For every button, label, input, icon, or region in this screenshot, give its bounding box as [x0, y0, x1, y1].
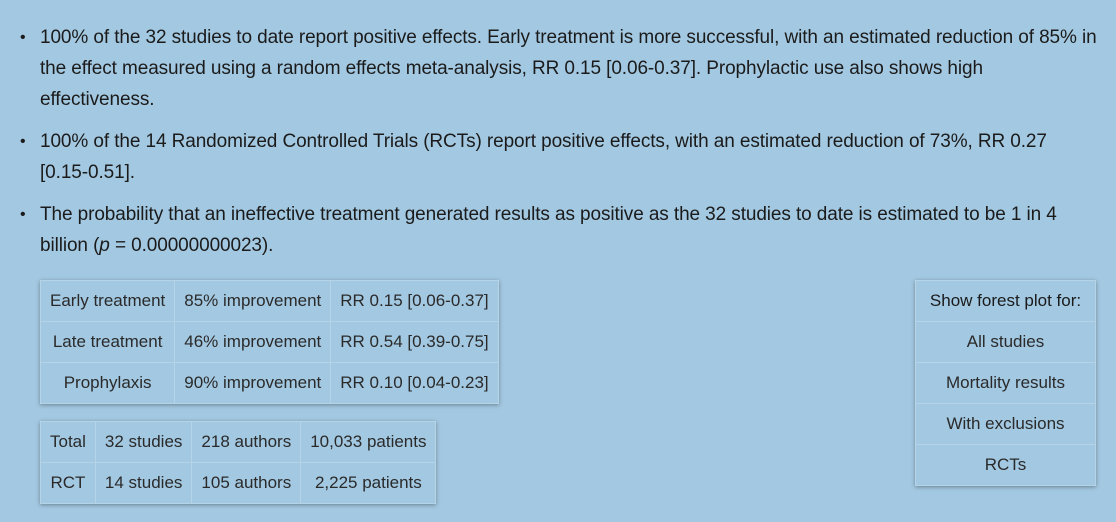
- results-table: Early treatment 85% improvement RR 0.15 …: [39, 280, 499, 404]
- table-row: RCT 14 studies 105 authors 2,225 patient…: [40, 462, 437, 504]
- bullet-icon: •: [20, 206, 26, 223]
- forest-option-mortality[interactable]: Mortality results: [915, 362, 1096, 404]
- rr-cell: RR 0.54 [0.39-0.75]: [330, 321, 499, 363]
- studies-cell: 32 studies: [94, 421, 193, 463]
- rr-cell: RR 0.10 [0.04-0.23]: [330, 362, 499, 404]
- summary-text-probability-start: The probability that an ineffective trea…: [40, 204, 1057, 256]
- summary-text-probability-end: = 0.00000000023).: [109, 235, 274, 256]
- studies-cell: 14 studies: [94, 462, 193, 504]
- table-row: Late treatment 46% improvement RR 0.54 […: [39, 321, 499, 363]
- table-row: Early treatment 85% improvement RR 0.15 …: [39, 280, 499, 322]
- authors-cell: 105 authors: [191, 462, 302, 504]
- totals-label-cell: RCT: [40, 462, 96, 504]
- stage-cell: Late treatment: [39, 321, 176, 363]
- summary-text-rcts: 100% of the 14 Randomized Controlled Tri…: [40, 131, 1047, 183]
- forest-option-all-studies[interactable]: All studies: [915, 321, 1096, 363]
- improvement-cell: 46% improvement: [174, 321, 332, 363]
- improvement-cell: 85% improvement: [174, 280, 332, 322]
- stage-cell: Early treatment: [39, 280, 176, 322]
- bullet-icon: •: [20, 29, 26, 46]
- patients-cell: 10,033 patients: [300, 421, 437, 463]
- p-value-symbol: p: [99, 235, 110, 256]
- table-row: Mortality results: [915, 362, 1096, 404]
- table-row: All studies: [915, 321, 1096, 363]
- forest-option-exclusions[interactable]: With exclusions: [915, 403, 1096, 445]
- improvement-cell: 90% improvement: [174, 362, 332, 404]
- totals-label-cell: Total: [40, 421, 96, 463]
- stage-cell: Prophylaxis: [39, 362, 176, 404]
- patients-cell: 2,225 patients: [300, 462, 437, 504]
- totals-table: Total 32 studies 218 authors 10,033 pati…: [40, 421, 437, 504]
- summary-item-all-studies: • 100% of the 32 studies to date report …: [0, 22, 1100, 115]
- bullet-icon: •: [20, 133, 26, 150]
- table-row: Prophylaxis 90% improvement RR 0.10 [0.0…: [39, 362, 499, 404]
- authors-cell: 218 authors: [191, 421, 302, 463]
- forest-plot-heading: Show forest plot for:: [915, 280, 1096, 322]
- table-row: Total 32 studies 218 authors 10,033 pati…: [40, 421, 437, 463]
- table-row: Show forest plot for:: [915, 280, 1096, 322]
- summary-text-all-studies: 100% of the 32 studies to date report po…: [40, 27, 1097, 110]
- forest-option-rcts[interactable]: RCTs: [915, 444, 1096, 486]
- forest-plot-selector: Show forest plot for: All studies Mortal…: [915, 280, 1096, 486]
- summary-list: • 100% of the 32 studies to date report …: [0, 22, 1100, 272]
- summary-item-probability: • The probability that an ineffective tr…: [0, 199, 1100, 261]
- table-row: With exclusions: [915, 403, 1096, 445]
- rr-cell: RR 0.15 [0.06-0.37]: [330, 280, 499, 322]
- table-row: RCTs: [915, 444, 1096, 486]
- summary-item-rcts: • 100% of the 14 Randomized Controlled T…: [0, 126, 1100, 188]
